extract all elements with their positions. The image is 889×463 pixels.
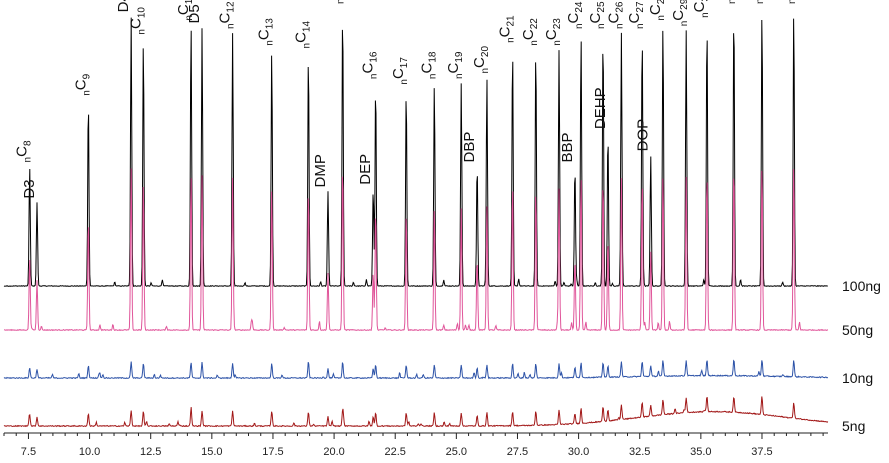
peak-label-nC19: nC19 bbox=[445, 51, 465, 79]
peak-label-nC21: nC21 bbox=[497, 15, 517, 43]
trace-group bbox=[3, 17, 829, 428]
peak-label-nC24: nC24 bbox=[565, 1, 585, 29]
peak-label-nC16: nC16 bbox=[360, 51, 380, 79]
trace-label-100ng: 100ng bbox=[842, 278, 881, 294]
trace-label-50ng: 50ng bbox=[842, 322, 873, 338]
x-tick-label: 10.0 bbox=[79, 446, 100, 458]
trace-line-50ng bbox=[3, 168, 829, 332]
trace-line-5ng bbox=[3, 396, 829, 428]
peak-label-D3: D3 bbox=[21, 179, 38, 198]
peak-label-DBP: DBP bbox=[461, 132, 478, 163]
trace-label-group: 100ng 50ng 10ng 5ng bbox=[842, 278, 881, 434]
x-tick-label: 17.5 bbox=[262, 446, 283, 458]
peak-label-DOP: DOP bbox=[635, 119, 652, 152]
peak-label-nC28: nC28 bbox=[647, 0, 667, 21]
peak-label-nC32: nC32 bbox=[746, 0, 766, 4]
peak-label-nC17: nC17 bbox=[390, 57, 410, 85]
x-axis: 7.5 10.0 12.5 15.0 17.5 20.0 22.5 25.0 27.5 30.0 3… bbox=[3, 432, 828, 458]
peak-label-nC22: nC22 bbox=[520, 18, 540, 46]
x-tick-label: 7.5 bbox=[21, 446, 36, 458]
peak-label-nC31: nC31 bbox=[718, 0, 738, 4]
peak-label-DEP: DEP bbox=[357, 154, 374, 185]
peak-label-DMP: DMP bbox=[312, 154, 329, 187]
trace-label-10ng: 10ng bbox=[842, 370, 873, 386]
x-tick-label: 22.5 bbox=[385, 446, 406, 458]
x-tick-label: 37.5 bbox=[751, 446, 772, 458]
x-tick-label: 30.0 bbox=[568, 446, 589, 458]
peak-label-nC15: nC15 bbox=[327, 0, 347, 4]
peak-label-nC12: nC12 bbox=[217, 1, 237, 29]
x-tick-label: 32.5 bbox=[629, 446, 650, 458]
peak-label-nC10: nC10 bbox=[127, 7, 147, 35]
peak-label-DEHP: DEHP bbox=[592, 87, 609, 129]
x-tick-label: 15.0 bbox=[201, 446, 222, 458]
peak-label-nC9: nC9 bbox=[72, 73, 92, 95]
peak-label-nC13: nC13 bbox=[256, 18, 276, 46]
x-axis-ticks: 7.5 10.0 12.5 15.0 17.5 20.0 22.5 25.0 27.5 30.0 3… bbox=[3, 433, 824, 458]
peak-label-D5: D5 bbox=[186, 4, 203, 23]
trace-label-5ng: 5ng bbox=[842, 418, 865, 434]
x-tick-label: 35.0 bbox=[690, 446, 711, 458]
x-tick-label: 27.5 bbox=[507, 446, 528, 458]
x-tick-label: 25.0 bbox=[446, 446, 467, 458]
peak-label-BBP: BBP bbox=[559, 132, 576, 162]
peak-label-nC8: nC8 bbox=[14, 140, 34, 162]
peak-label-nC18: nC18 bbox=[418, 51, 438, 79]
trace-line-100ng bbox=[3, 17, 828, 288]
peak-label-nC25: nC25 bbox=[587, 1, 607, 29]
peak-label-nC29: nC29 bbox=[670, 0, 690, 26]
peak-label-nC33: nC33 bbox=[778, 0, 798, 4]
peak-label-nC30: nC30 bbox=[691, 0, 711, 18]
peak-label-nC27: nC27 bbox=[626, 1, 646, 29]
peak-label-nC20: nC20 bbox=[471, 46, 491, 74]
peak-label-D4: D4 bbox=[115, 0, 132, 12]
x-tick-label: 12.5 bbox=[140, 446, 161, 458]
peak-label-nC23: nC23 bbox=[543, 18, 563, 46]
trace-line-10ng bbox=[3, 359, 829, 380]
x-tick-label: 20.0 bbox=[323, 446, 344, 458]
peak-label-nC11: nC11 bbox=[175, 0, 195, 21]
peak-label-nC26: nC26 bbox=[605, 1, 625, 29]
peak-label-nC14: nC14 bbox=[292, 21, 312, 49]
